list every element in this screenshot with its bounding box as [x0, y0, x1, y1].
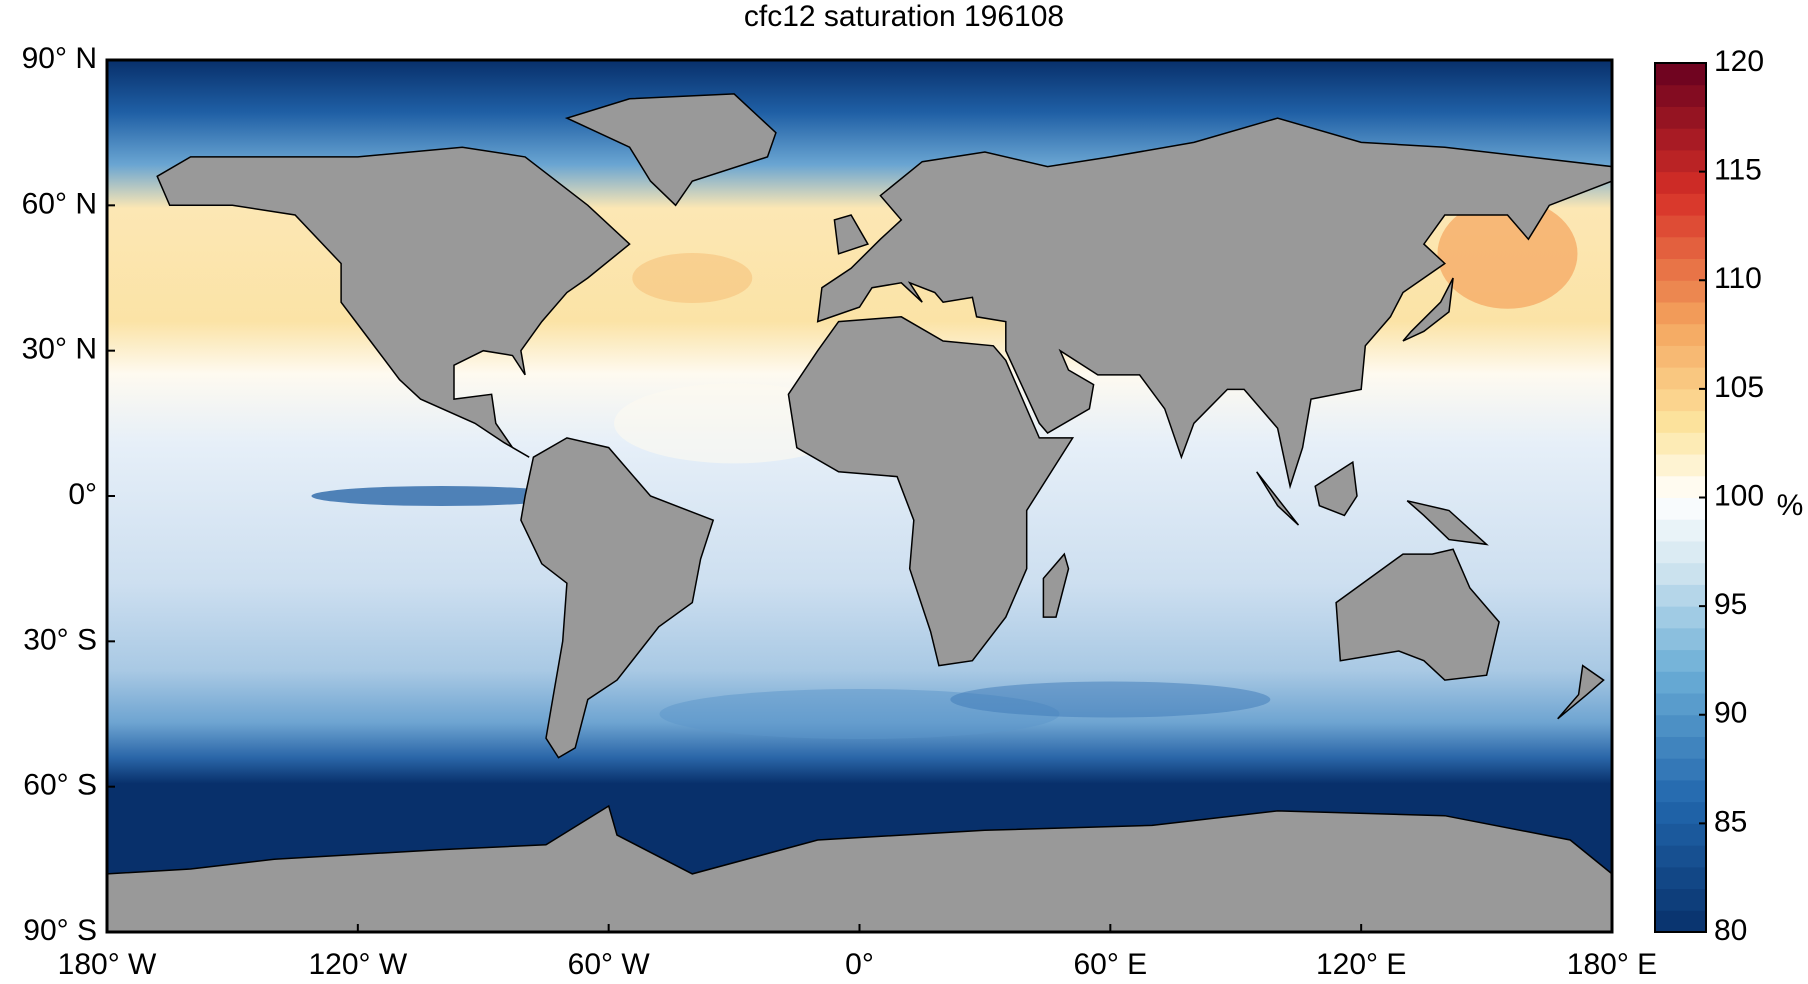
colorbar-swatch: [1655, 671, 1706, 694]
colorbar-swatch: [1655, 866, 1706, 890]
colorbar-tick-label: 120: [1714, 45, 1764, 78]
colorbar: 80 85 90 95 100 105 110 115 120%: [1654, 45, 1804, 947]
colorbar-tick-label: 115: [1714, 154, 1762, 187]
colorbar-tick-label: 90: [1714, 697, 1747, 730]
land: [1406, 500, 1489, 546]
y-tick-label: 60° S: [23, 769, 97, 802]
land: [564, 93, 777, 207]
colorbar-swatch: [1655, 714, 1706, 737]
colorbar-swatch: [1655, 345, 1706, 368]
colorbar-swatch: [1655, 845, 1706, 868]
colorbar-swatch: [1655, 432, 1706, 455]
land: [156, 146, 631, 458]
colorbar-swatch: [1655, 215, 1706, 238]
colorbar-tick-label: 100: [1714, 479, 1764, 512]
ocean-feature: [1437, 198, 1578, 309]
land: [1314, 460, 1358, 517]
colorbar-swatch: [1655, 475, 1706, 498]
colorbar-swatch: [1655, 367, 1706, 390]
colorbar-swatch: [1655, 497, 1706, 520]
land: [520, 437, 715, 759]
colorbar-swatch: [1655, 388, 1706, 412]
y-tick-label: 60° N: [22, 187, 97, 220]
y-tick-label: 90° N: [22, 42, 97, 75]
colorbar-swatch: [1655, 323, 1706, 346]
map-title: cfc12 saturation 196108: [744, 0, 1064, 33]
colorbar-swatch: [1655, 410, 1706, 433]
x-tick-label: 180° W: [58, 948, 157, 981]
x-tick-label: 120° E: [1316, 948, 1406, 981]
colorbar-swatch: [1655, 149, 1706, 173]
colorbar-swatch: [1655, 84, 1706, 107]
colorbar-unit: %: [1777, 489, 1804, 522]
colorbar-swatch: [1655, 128, 1706, 151]
x-tick-label: 60° E: [1073, 948, 1147, 981]
ocean-feature: [632, 253, 753, 303]
colorbar-swatch: [1655, 562, 1706, 585]
y-tick-label: 30° N: [22, 333, 97, 366]
colorbar-tick-label: 105: [1714, 371, 1764, 404]
x-tick-label: 180° E: [1567, 948, 1657, 981]
colorbar-swatch: [1655, 258, 1706, 281]
colorbar-swatch: [1655, 736, 1706, 759]
colorbar-swatch: [1655, 910, 1706, 933]
colorbar-tick-label: 85: [1714, 805, 1747, 838]
land: [816, 117, 1613, 490]
colorbar-swatch: [1655, 519, 1706, 542]
colorbar-tick-label: 95: [1714, 588, 1747, 621]
x-tick-label: 120° W: [308, 948, 407, 981]
land: [1042, 552, 1070, 618]
colorbar-swatch: [1655, 758, 1706, 781]
ocean-feature: [311, 486, 572, 506]
colorbar-swatch: [1655, 823, 1706, 846]
colorbar-swatch: [1655, 693, 1706, 716]
colorbar-swatch: [1655, 193, 1706, 216]
colorbar-swatch: [1655, 606, 1706, 629]
land: [1335, 548, 1500, 681]
colorbar-swatch: [1655, 280, 1706, 303]
colorbar-swatch: [1655, 63, 1706, 86]
colorbar-swatch: [1655, 627, 1706, 651]
colorbar-tick-label: 110: [1714, 262, 1762, 295]
colorbar-tick-label: 80: [1714, 914, 1747, 947]
y-tick-label: 30° S: [23, 623, 97, 656]
y-tick-label: 0°: [68, 478, 97, 511]
land: [1557, 664, 1605, 720]
colorbar-swatch: [1655, 649, 1706, 672]
colorbar-swatch: [1655, 801, 1706, 824]
y-tick-label: 90° S: [23, 914, 97, 947]
land: [787, 316, 1075, 667]
colorbar-swatch: [1655, 540, 1706, 564]
map-area: [106, 60, 1613, 933]
land: [1256, 471, 1300, 526]
land: [1402, 277, 1454, 342]
ocean-feature: [950, 681, 1271, 718]
colorbar-swatch: [1655, 888, 1706, 911]
colorbar-swatch: [1655, 301, 1706, 325]
land: [833, 214, 870, 255]
x-tick-label: 0°: [845, 948, 874, 981]
colorbar-swatch: [1655, 584, 1706, 607]
colorbar-swatch: [1655, 106, 1706, 129]
colorbar-swatch: [1655, 236, 1706, 260]
colorbar-swatch: [1655, 454, 1706, 477]
x-tick-label: 60° W: [568, 948, 651, 981]
colorbar-swatch: [1655, 779, 1706, 803]
colorbar-swatch: [1655, 171, 1706, 194]
